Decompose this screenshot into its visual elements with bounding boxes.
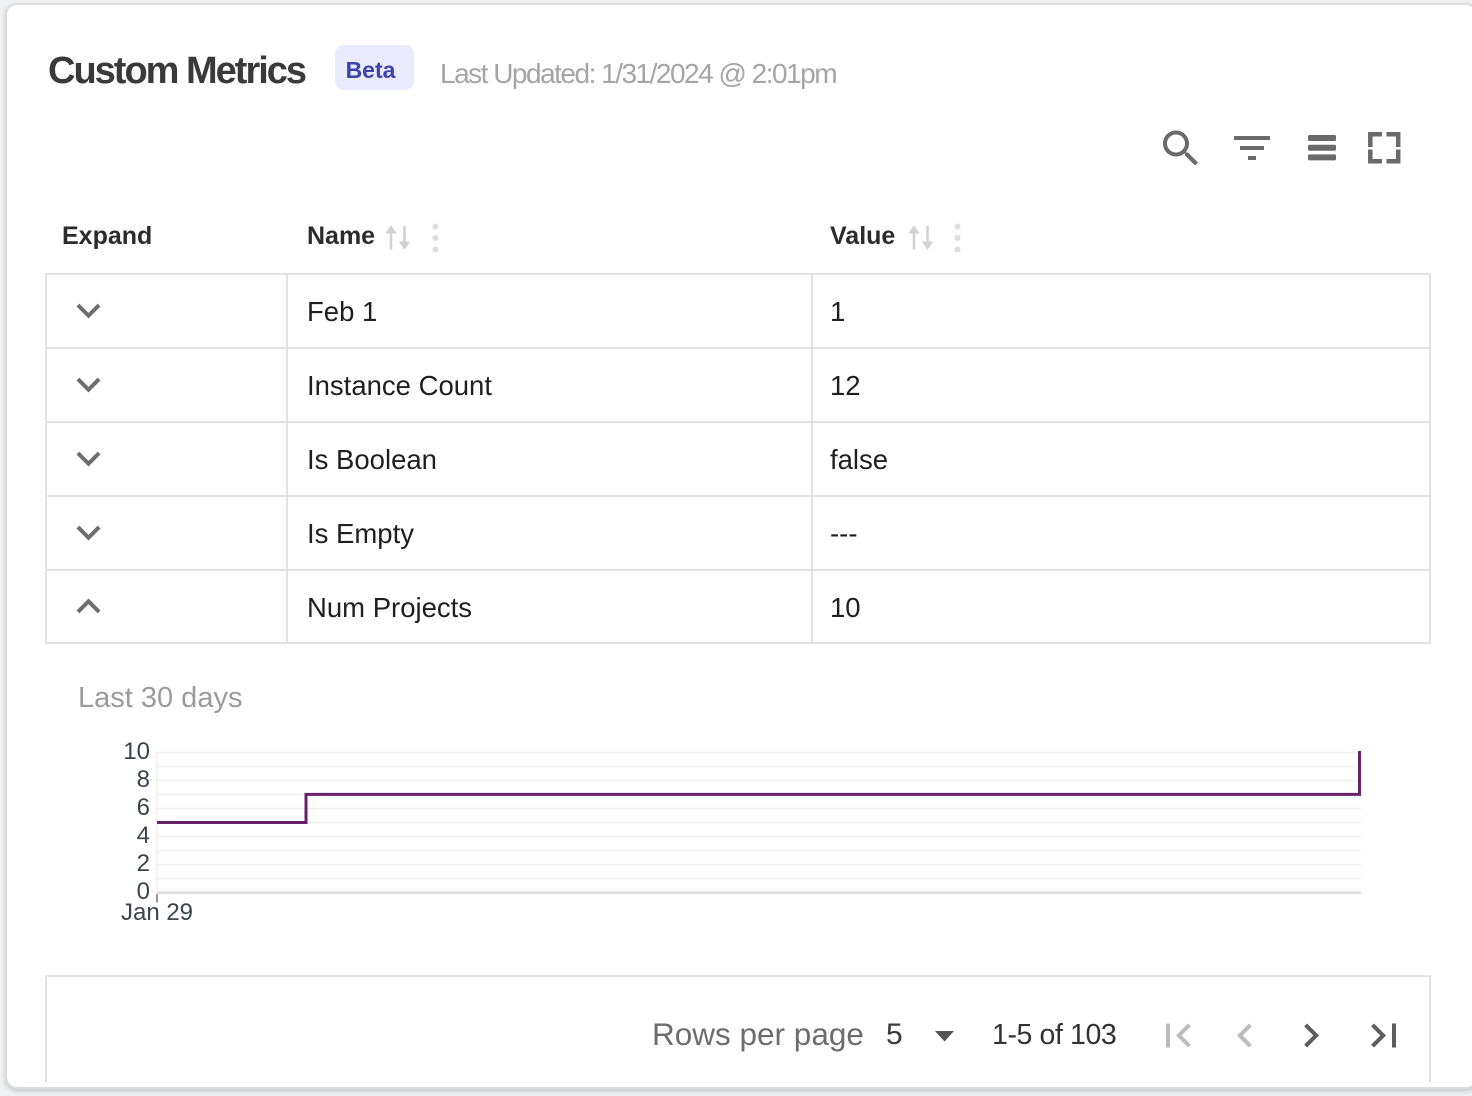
svg-text:2: 2 (137, 850, 150, 877)
svg-text:Jan 29: Jan 29 (121, 899, 193, 926)
svg-text:6: 6 (137, 794, 150, 821)
svg-text:10: 10 (123, 738, 150, 765)
svg-text:8: 8 (137, 766, 150, 793)
svg-text:0: 0 (137, 878, 150, 905)
svg-text:4: 4 (137, 822, 150, 849)
